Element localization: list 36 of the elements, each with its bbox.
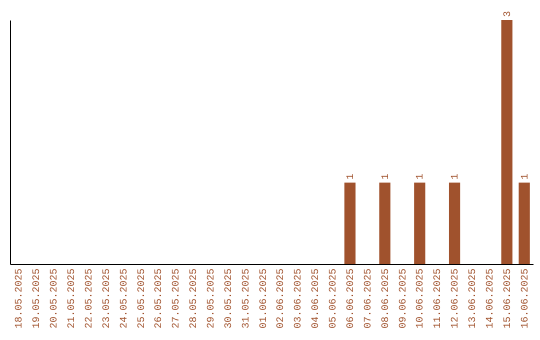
x-tick-label: 22.05.2025 (84, 268, 96, 329)
x-tick-label: 07.06.2025 (363, 268, 374, 329)
x-tick-label: 14.06.2025 (485, 268, 496, 329)
x-tick-label: 12.06.2025 (450, 268, 462, 329)
data-label: 1 (346, 174, 357, 180)
x-tick-label: 08.06.2025 (380, 268, 392, 329)
x-tick-label: 15.06.2025 (502, 268, 514, 329)
data-label: 1 (380, 174, 392, 180)
x-tick-label: 31.05.2025 (241, 268, 252, 329)
data-label: 1 (450, 174, 462, 180)
x-tick-label: 23.05.2025 (102, 268, 113, 329)
x-tick-label: 18.05.2025 (14, 268, 26, 329)
x-tick-label: 04.06.2025 (311, 268, 322, 329)
data-label: 1 (520, 174, 532, 180)
x-tick-label: 28.05.2025 (189, 268, 200, 329)
x-tick-label: 10.06.2025 (416, 268, 427, 329)
x-tick-label: 27.05.2025 (172, 268, 183, 329)
x-tick-label: 01.06.2025 (258, 268, 270, 329)
x-tick-label: 13.06.2025 (468, 268, 479, 329)
x-tick-label: 29.05.2025 (206, 268, 218, 329)
x-tick-label: 11.06.2025 (433, 268, 444, 329)
x-tick-label: 03.06.2025 (294, 268, 305, 329)
x-tick-label: 09.06.2025 (398, 268, 410, 329)
x-tick-label: 20.05.2025 (50, 268, 61, 329)
data-label: 3 (502, 10, 514, 17)
x-tick-label: 19.05.2025 (32, 268, 44, 329)
x-tick-label: 16.06.2025 (520, 268, 532, 329)
x-tick-label: 02.06.2025 (276, 268, 288, 329)
x-tick-label: 21.05.2025 (67, 268, 78, 329)
x-tick-label: 06.06.2025 (346, 268, 357, 329)
x-tick-label: 05.06.2025 (328, 268, 340, 329)
x-tick-label: 26.05.2025 (154, 268, 166, 329)
x-tick-label: 30.05.2025 (224, 268, 235, 329)
data-label: 1 (416, 174, 427, 180)
x-tick-label: 25.05.2025 (136, 268, 148, 329)
x-tick-label: 24.05.2025 (119, 268, 130, 329)
